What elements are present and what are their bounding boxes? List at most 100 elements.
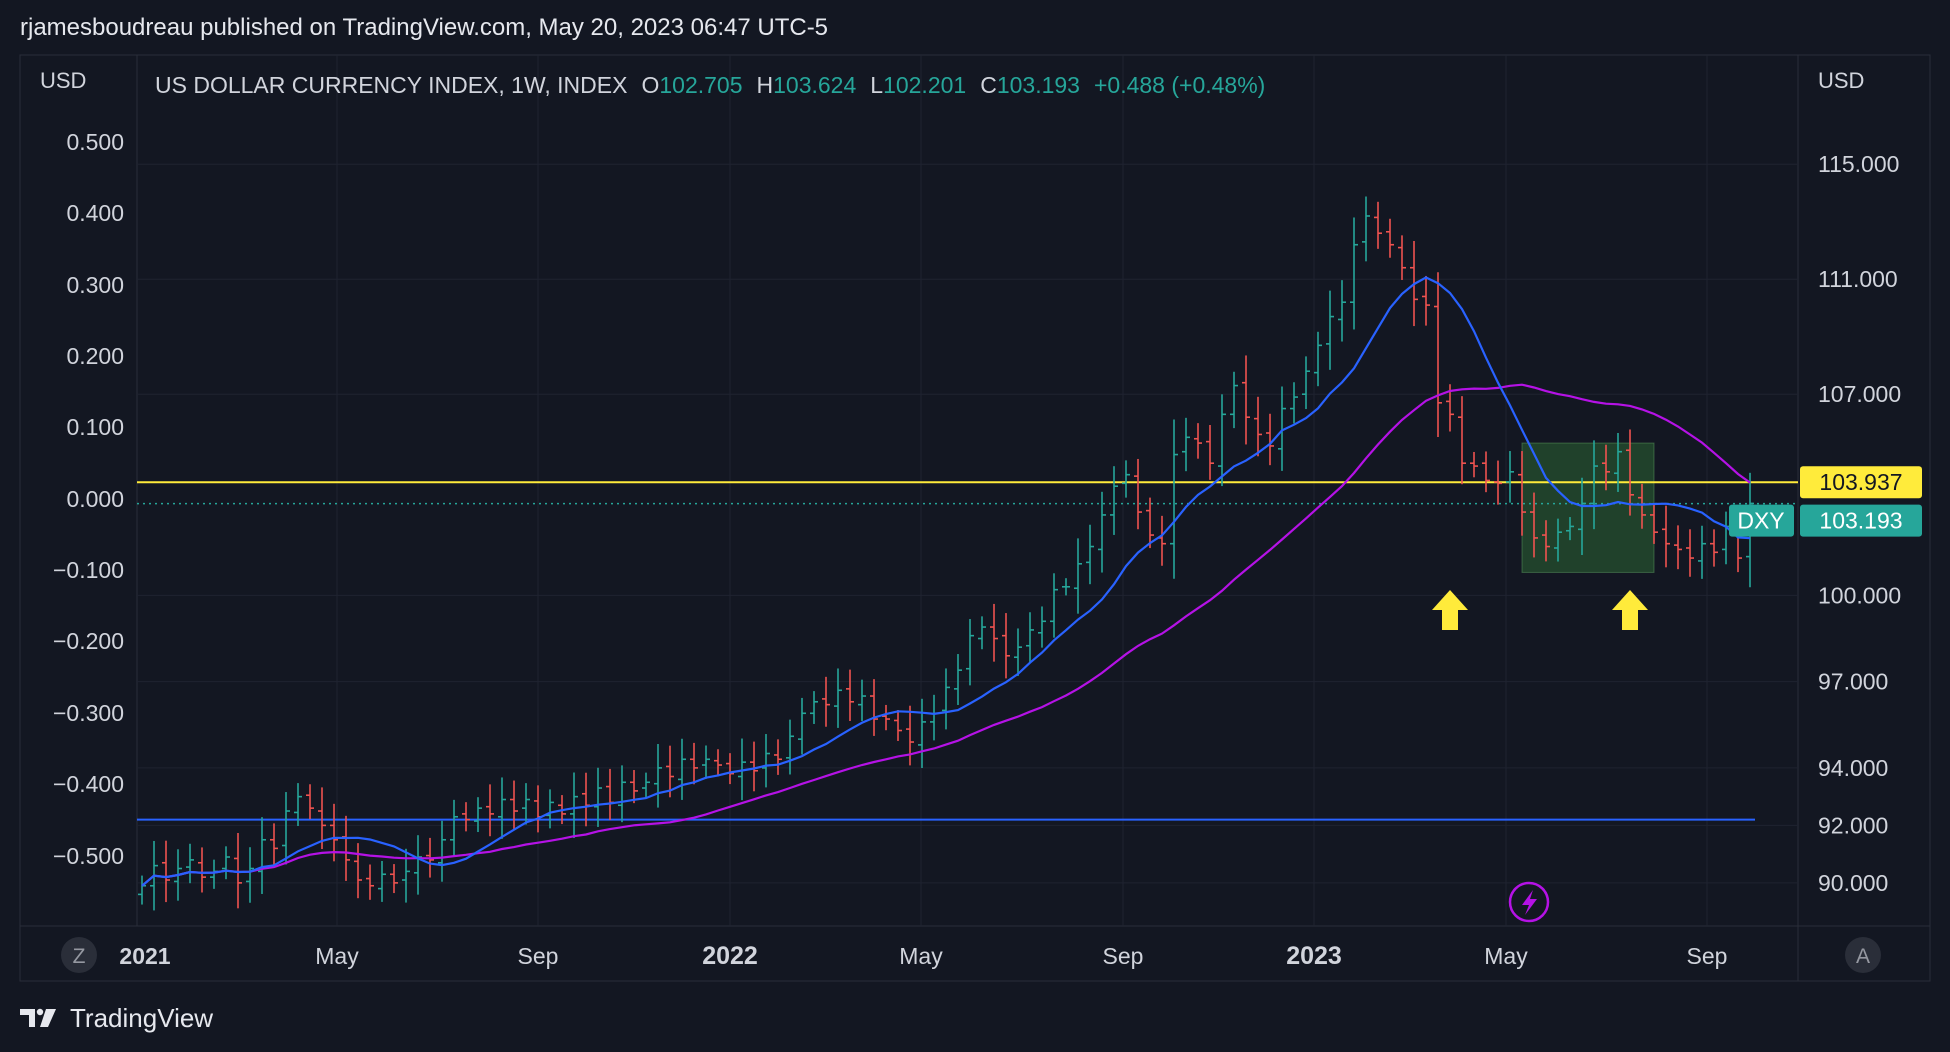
right-tick: 100.000 (1818, 582, 1901, 608)
ohlc-bar (606, 768, 614, 821)
legend-title: US DOLLAR CURRENCY INDEX, 1W, INDEX (155, 72, 627, 98)
ohlc-bar (1326, 290, 1334, 370)
ma-long-line[interactable] (141, 383, 1751, 887)
ohlc-bar (834, 668, 842, 728)
ohlc-bar (618, 765, 626, 823)
x-tick: 2022 (702, 942, 758, 970)
highlight-box[interactable] (1521, 442, 1655, 573)
ohlc-bar (138, 875, 146, 905)
left-tick: −0.300 (53, 700, 124, 726)
left-tick: 0.300 (66, 272, 124, 298)
ohlc-bar (1650, 503, 1658, 544)
ohlc-bar (1482, 451, 1490, 493)
ohlc-bar (1710, 529, 1718, 567)
ohlc-bar (1626, 429, 1634, 516)
legend-line: US DOLLAR CURRENCY INDEX, 1W, INDEX O 102.… (155, 72, 1265, 98)
right-axis-ticks: 115.000 111.000 107.000 100.000 97.000 94.000… (1818, 151, 1901, 896)
arrow-up-icon (1612, 590, 1648, 630)
legend-change: +0.488 (+0.48%) (1094, 72, 1265, 98)
ohlc-bar (942, 668, 950, 730)
left-axis-ticks: 0.500 0.400 0.300 0.200 0.100 0.000 −0.1… (53, 129, 124, 869)
footer: TradingView (20, 1000, 213, 1036)
ohlc-bar (1158, 515, 1166, 566)
ohlc-bar (1074, 538, 1082, 614)
ohlc-bar (318, 787, 326, 850)
ohlc-bar (798, 697, 806, 755)
ohlc-bar (306, 784, 314, 820)
left-tick: −0.400 (53, 771, 124, 797)
ma-short-line[interactable] (141, 276, 1751, 887)
ohlc-bar (1122, 460, 1130, 498)
right-tick: 94.000 (1818, 755, 1888, 781)
arrows (1432, 590, 1648, 630)
ohlc-bar (1350, 217, 1358, 330)
left-tick: 0.400 (66, 200, 124, 226)
a-button[interactable]: A (1845, 937, 1881, 973)
ohlc-bar (1494, 460, 1502, 505)
ohlc-bar (1374, 201, 1382, 249)
ohlc-bar (270, 823, 278, 865)
ohlc-bar (978, 616, 986, 650)
ohlc-bar (930, 694, 938, 741)
x-tick: 2023 (1286, 942, 1342, 970)
legend-close-value: 103.193 (997, 72, 1080, 98)
ohlc-bar (1518, 451, 1526, 536)
legend-low-value: 102.201 (883, 72, 966, 98)
ohlc-bar (186, 843, 194, 884)
ohlc-bar (1506, 451, 1514, 503)
ohlc-bar (1230, 371, 1238, 429)
ohlc-bar (486, 784, 494, 837)
ohlc-bar (402, 848, 410, 903)
ohlc-bar (1194, 423, 1202, 459)
ohlc-bar (570, 772, 578, 839)
ohlc-bar (1146, 497, 1154, 549)
right-tick: 90.000 (1818, 870, 1888, 896)
right-tick: 97.000 (1818, 669, 1888, 695)
right-tick: 92.000 (1818, 812, 1888, 838)
legend-close-label: C (980, 72, 997, 98)
ohlc-bar (1470, 451, 1478, 478)
ohlc-bar (858, 679, 866, 722)
ohlc-bar (1602, 444, 1610, 491)
legend-open-label: O (641, 72, 659, 98)
ohlc-bar (546, 789, 554, 829)
ohlc-bar (1134, 458, 1142, 530)
ohlc-bar (714, 749, 722, 777)
z-button[interactable]: Z (61, 937, 97, 973)
left-tick: −0.500 (53, 843, 124, 869)
ohlc-bar (1398, 235, 1406, 280)
ohlc-bar (1590, 440, 1598, 530)
footer-brand[interactable]: TradingView (70, 1002, 214, 1033)
ohlc-bar (1566, 517, 1574, 541)
ohlc-bar (1686, 529, 1694, 577)
x-tick: May (315, 943, 359, 969)
ohlc-bar (594, 767, 602, 827)
ohlc-bar (198, 847, 206, 893)
lightning-icon[interactable] (1508, 881, 1550, 923)
ohlc-bar (678, 738, 686, 800)
ohlc-bar (1170, 419, 1178, 579)
z-button-label: Z (73, 945, 86, 968)
ohlc-bar (462, 802, 470, 832)
ohlc-bar (1290, 382, 1298, 424)
left-tick: 0.000 (66, 486, 124, 512)
ohlc-bar (1002, 613, 1010, 679)
ohlc-bar (786, 719, 794, 775)
ohlc-bar (1530, 492, 1538, 558)
ohlc-bar (438, 820, 446, 882)
ohlc-bar (510, 780, 518, 830)
ohlc-bar (294, 783, 302, 826)
ohlc-bar (642, 772, 650, 798)
right-tick: 107.000 (1818, 381, 1901, 407)
current-price-label: DXY 103.193 (1729, 504, 1922, 537)
ohlc-bar (654, 744, 662, 808)
ohlc-bar (870, 679, 878, 736)
right-currency-label: USD (1818, 68, 1864, 93)
ohlc-bar (690, 742, 698, 785)
ohlc-bar (726, 753, 734, 785)
dxy-value-text: 103.193 (1819, 508, 1902, 534)
left-tick: 0.500 (66, 129, 124, 155)
ohlc-bar (750, 741, 758, 792)
ohlc-bar (666, 745, 674, 798)
